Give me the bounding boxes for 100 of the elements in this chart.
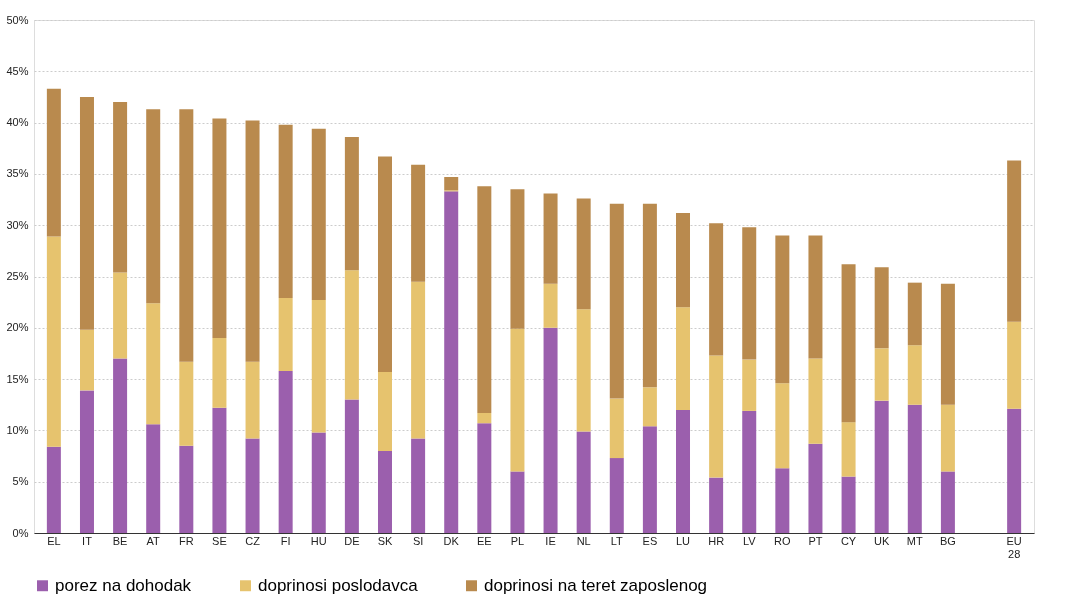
bar bbox=[775, 468, 790, 533]
bar bbox=[311, 128, 326, 301]
bar bbox=[510, 189, 525, 329]
bar bbox=[642, 426, 657, 533]
bar bbox=[46, 446, 61, 533]
bar bbox=[411, 438, 426, 533]
x-tick-label: CY bbox=[840, 534, 857, 547]
bar bbox=[46, 88, 61, 237]
bar bbox=[179, 361, 194, 446]
bar bbox=[477, 186, 492, 413]
bar bbox=[676, 212, 691, 308]
bar bbox=[477, 423, 492, 533]
bar bbox=[245, 361, 260, 439]
bar bbox=[841, 422, 856, 477]
bar bbox=[1007, 321, 1022, 409]
bar bbox=[907, 404, 922, 533]
bar bbox=[377, 371, 392, 451]
bar bbox=[311, 300, 326, 433]
bar bbox=[709, 223, 724, 356]
bar bbox=[444, 176, 459, 191]
x-tick-label: RO bbox=[774, 534, 792, 547]
bar bbox=[907, 345, 922, 405]
x-tick-label: SE bbox=[212, 534, 227, 547]
bar bbox=[245, 438, 260, 533]
bar bbox=[1007, 160, 1022, 322]
x-tick-label: NL bbox=[576, 534, 591, 547]
x-tick-label: AT bbox=[146, 534, 161, 547]
x-tick-label: PT bbox=[808, 534, 823, 547]
bar bbox=[874, 267, 889, 349]
y-tick-label: 10% bbox=[6, 423, 29, 436]
y-tick-label: 35% bbox=[6, 167, 29, 180]
bar bbox=[576, 309, 591, 432]
x-tick-label: MT bbox=[906, 534, 924, 547]
bar bbox=[775, 235, 790, 384]
legend-label: porez na dohodak bbox=[55, 575, 192, 595]
bar bbox=[874, 348, 889, 401]
bar bbox=[245, 120, 260, 362]
x-tick-label: SI bbox=[412, 534, 424, 547]
bar bbox=[808, 358, 823, 444]
bar bbox=[510, 471, 525, 533]
bar bbox=[742, 227, 757, 360]
bar bbox=[477, 412, 492, 424]
x-tick-label: EL bbox=[47, 534, 61, 547]
bar bbox=[344, 399, 359, 533]
y-tick-label: 45% bbox=[6, 64, 29, 77]
y-tick-label: 30% bbox=[6, 218, 29, 231]
bar bbox=[146, 424, 161, 533]
bar bbox=[344, 270, 359, 400]
bar bbox=[576, 431, 591, 533]
bar bbox=[1007, 408, 1022, 533]
x-tick-label: BG bbox=[939, 534, 956, 547]
bar bbox=[79, 96, 94, 330]
bar bbox=[79, 329, 94, 391]
x-tick-label: LU bbox=[675, 534, 691, 547]
bar bbox=[609, 398, 624, 459]
bar bbox=[278, 298, 293, 371]
x-tick-label: HU bbox=[310, 534, 327, 547]
x-tick-label: PL bbox=[510, 534, 525, 547]
bar bbox=[543, 327, 558, 533]
legend-label: doprinosi poslodavca bbox=[258, 575, 419, 595]
y-tick-label: 40% bbox=[6, 116, 29, 129]
bar bbox=[940, 471, 955, 533]
bar bbox=[609, 458, 624, 533]
bar bbox=[874, 400, 889, 533]
bar bbox=[907, 282, 922, 346]
bar bbox=[940, 283, 955, 405]
bar bbox=[940, 404, 955, 472]
bar bbox=[79, 390, 94, 533]
bar bbox=[609, 203, 624, 399]
x-tick-label: ES bbox=[642, 534, 658, 547]
bar bbox=[775, 383, 790, 469]
bar bbox=[709, 477, 724, 533]
y-tick-label: 15% bbox=[6, 372, 29, 385]
bar bbox=[709, 355, 724, 478]
bar bbox=[146, 303, 161, 425]
bar bbox=[113, 272, 128, 359]
bar bbox=[146, 109, 161, 304]
x-tick-label: HR bbox=[708, 534, 725, 547]
bar bbox=[179, 109, 194, 362]
bar bbox=[676, 409, 691, 533]
bar bbox=[212, 407, 227, 533]
bar bbox=[344, 136, 359, 271]
bar bbox=[46, 236, 61, 447]
bar bbox=[113, 102, 128, 273]
bar bbox=[278, 124, 293, 299]
x-tick-label: UK bbox=[874, 534, 890, 547]
y-tick-label: 25% bbox=[6, 270, 29, 282]
x-tick-label: BE bbox=[112, 534, 128, 547]
bar bbox=[179, 445, 194, 533]
x-tick-label: FR bbox=[178, 534, 194, 547]
bar bbox=[212, 338, 227, 408]
bar bbox=[543, 193, 558, 284]
bar bbox=[311, 432, 326, 533]
x-tick-label: LT bbox=[610, 534, 624, 547]
x-tick-label: DK bbox=[443, 534, 460, 547]
bar bbox=[113, 358, 128, 533]
bar bbox=[808, 235, 823, 359]
bar bbox=[742, 359, 757, 411]
x-tick-label: DE bbox=[344, 534, 360, 547]
x-tick-label: EU 28 bbox=[1006, 534, 1022, 560]
